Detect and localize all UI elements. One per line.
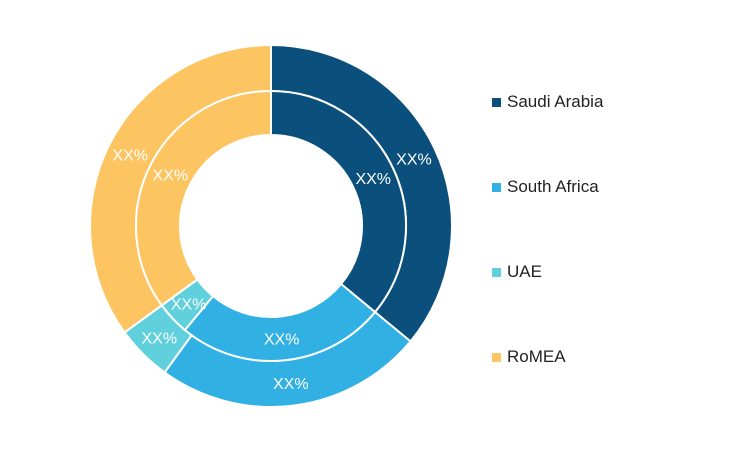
- inner-ring-label-south-africa: XX%: [264, 331, 300, 348]
- inner-ring-label-uae: XX%: [171, 296, 207, 313]
- outer-ring-label-south-africa: XX%: [273, 376, 309, 393]
- legend-label-saudi-arabia: Saudi Arabia: [507, 92, 604, 111]
- inner-ring-label-romea: XX%: [153, 168, 189, 185]
- legend-item-south-africa: South Africa: [492, 173, 732, 201]
- inner-ring-label-saudi-arabia: XX%: [355, 171, 391, 188]
- legend-swatch-south-africa: [492, 182, 501, 192]
- legend-label-romea: RoMEA: [507, 347, 566, 366]
- outer-ring-label-saudi-arabia: XX%: [396, 152, 432, 169]
- legend-item-saudi-arabia: Saudi Arabia: [492, 88, 732, 116]
- legend-swatch-saudi-arabia: [492, 97, 501, 107]
- inner-ring-slice-romea: [135, 89, 272, 307]
- outer-ring-label-uae: XX%: [141, 331, 177, 348]
- legend-item-uae: UAE: [492, 258, 732, 286]
- legend-swatch-uae: [492, 267, 501, 277]
- inner-ring-slice-saudi-arabia: [270, 89, 407, 314]
- legend-label-south-africa: South Africa: [507, 177, 599, 196]
- legend-swatch-romea: [492, 352, 501, 362]
- chart-legend: Saudi Arabia South Africa UAE RoMEA: [492, 88, 732, 428]
- legend-item-romea: RoMEA: [492, 343, 732, 371]
- outer-ring-label-romea: XX%: [112, 147, 148, 164]
- legend-label-uae: UAE: [507, 262, 542, 281]
